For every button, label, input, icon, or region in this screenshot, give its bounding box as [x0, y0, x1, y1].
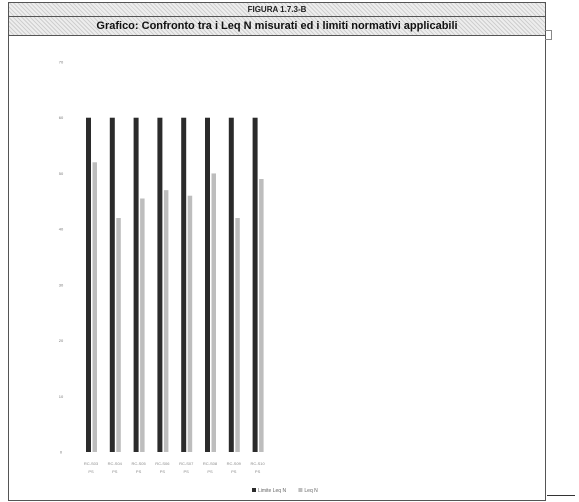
bar-leq-n — [116, 218, 121, 452]
x-tick-label-line2: PS — [88, 469, 94, 474]
x-tick-label-line2: PS — [255, 469, 261, 474]
y-tick-label: 70 — [59, 60, 64, 65]
bar-leq-n — [163, 190, 169, 452]
x-tick-label-line2: PS — [112, 469, 118, 474]
figure-frame: FIGURA 1.7.3-B Grafico: Confronto tra i … — [8, 2, 546, 501]
bar-leq-n — [235, 218, 240, 452]
figure-label: FIGURA 1.7.3-B — [9, 3, 545, 17]
edge-tick — [545, 30, 552, 40]
edge-dash — [547, 495, 575, 496]
bar-leq-n — [140, 198, 145, 452]
bar-limite-leq-n — [133, 117, 139, 452]
x-tick-label: RC-S10 — [250, 461, 265, 466]
y-tick-label: 60 — [59, 115, 64, 120]
bar-limite-leq-n — [181, 117, 187, 452]
bar-leq-n — [92, 162, 97, 453]
bar-limite-leq-n — [157, 117, 163, 452]
y-tick-label: 10 — [59, 394, 64, 399]
y-tick-label: 40 — [59, 227, 64, 232]
bar-limite-leq-n — [205, 117, 210, 452]
x-tick-label-line2: PS — [160, 469, 166, 474]
bar-leq-n — [187, 195, 193, 452]
bar-limite-leq-n — [86, 117, 91, 452]
x-tick-label-line2: PS — [207, 469, 213, 474]
chart-title: Grafico: Confronto tra i Leq N misurati … — [9, 17, 545, 36]
y-tick-label: 0 — [60, 450, 63, 455]
bar-limite-leq-n — [228, 117, 234, 452]
legend-swatch — [252, 488, 256, 492]
legend-label: Limite Leq N — [258, 488, 286, 494]
bar-limite-leq-n — [109, 117, 115, 452]
x-tick-label: RC-S04 — [108, 461, 123, 466]
x-tick-label-line2: PS — [136, 469, 142, 474]
y-tick-label: 30 — [59, 282, 64, 287]
legend-swatch — [298, 488, 303, 492]
x-tick-label: RC-S03 — [84, 461, 99, 466]
bar-limite-leq-n — [252, 117, 258, 452]
x-tick-label: RC-S05 — [131, 461, 146, 466]
bar-leq-n — [211, 173, 216, 452]
x-tick-label: RC-S08 — [203, 461, 218, 466]
y-tick-label: 50 — [59, 171, 64, 176]
x-tick-label-line2: PS — [231, 469, 237, 474]
bar-leq-n — [259, 179, 264, 452]
x-tick-label: RC-S06 — [155, 461, 170, 466]
page-edge-marks — [545, 0, 579, 502]
x-tick-label: RC-S07 — [179, 461, 194, 466]
legend-label: Leq N — [304, 488, 318, 494]
y-tick-label: 20 — [59, 338, 64, 343]
x-tick-label-line2: PS — [184, 469, 190, 474]
x-tick-label: RC-S09 — [227, 461, 242, 466]
